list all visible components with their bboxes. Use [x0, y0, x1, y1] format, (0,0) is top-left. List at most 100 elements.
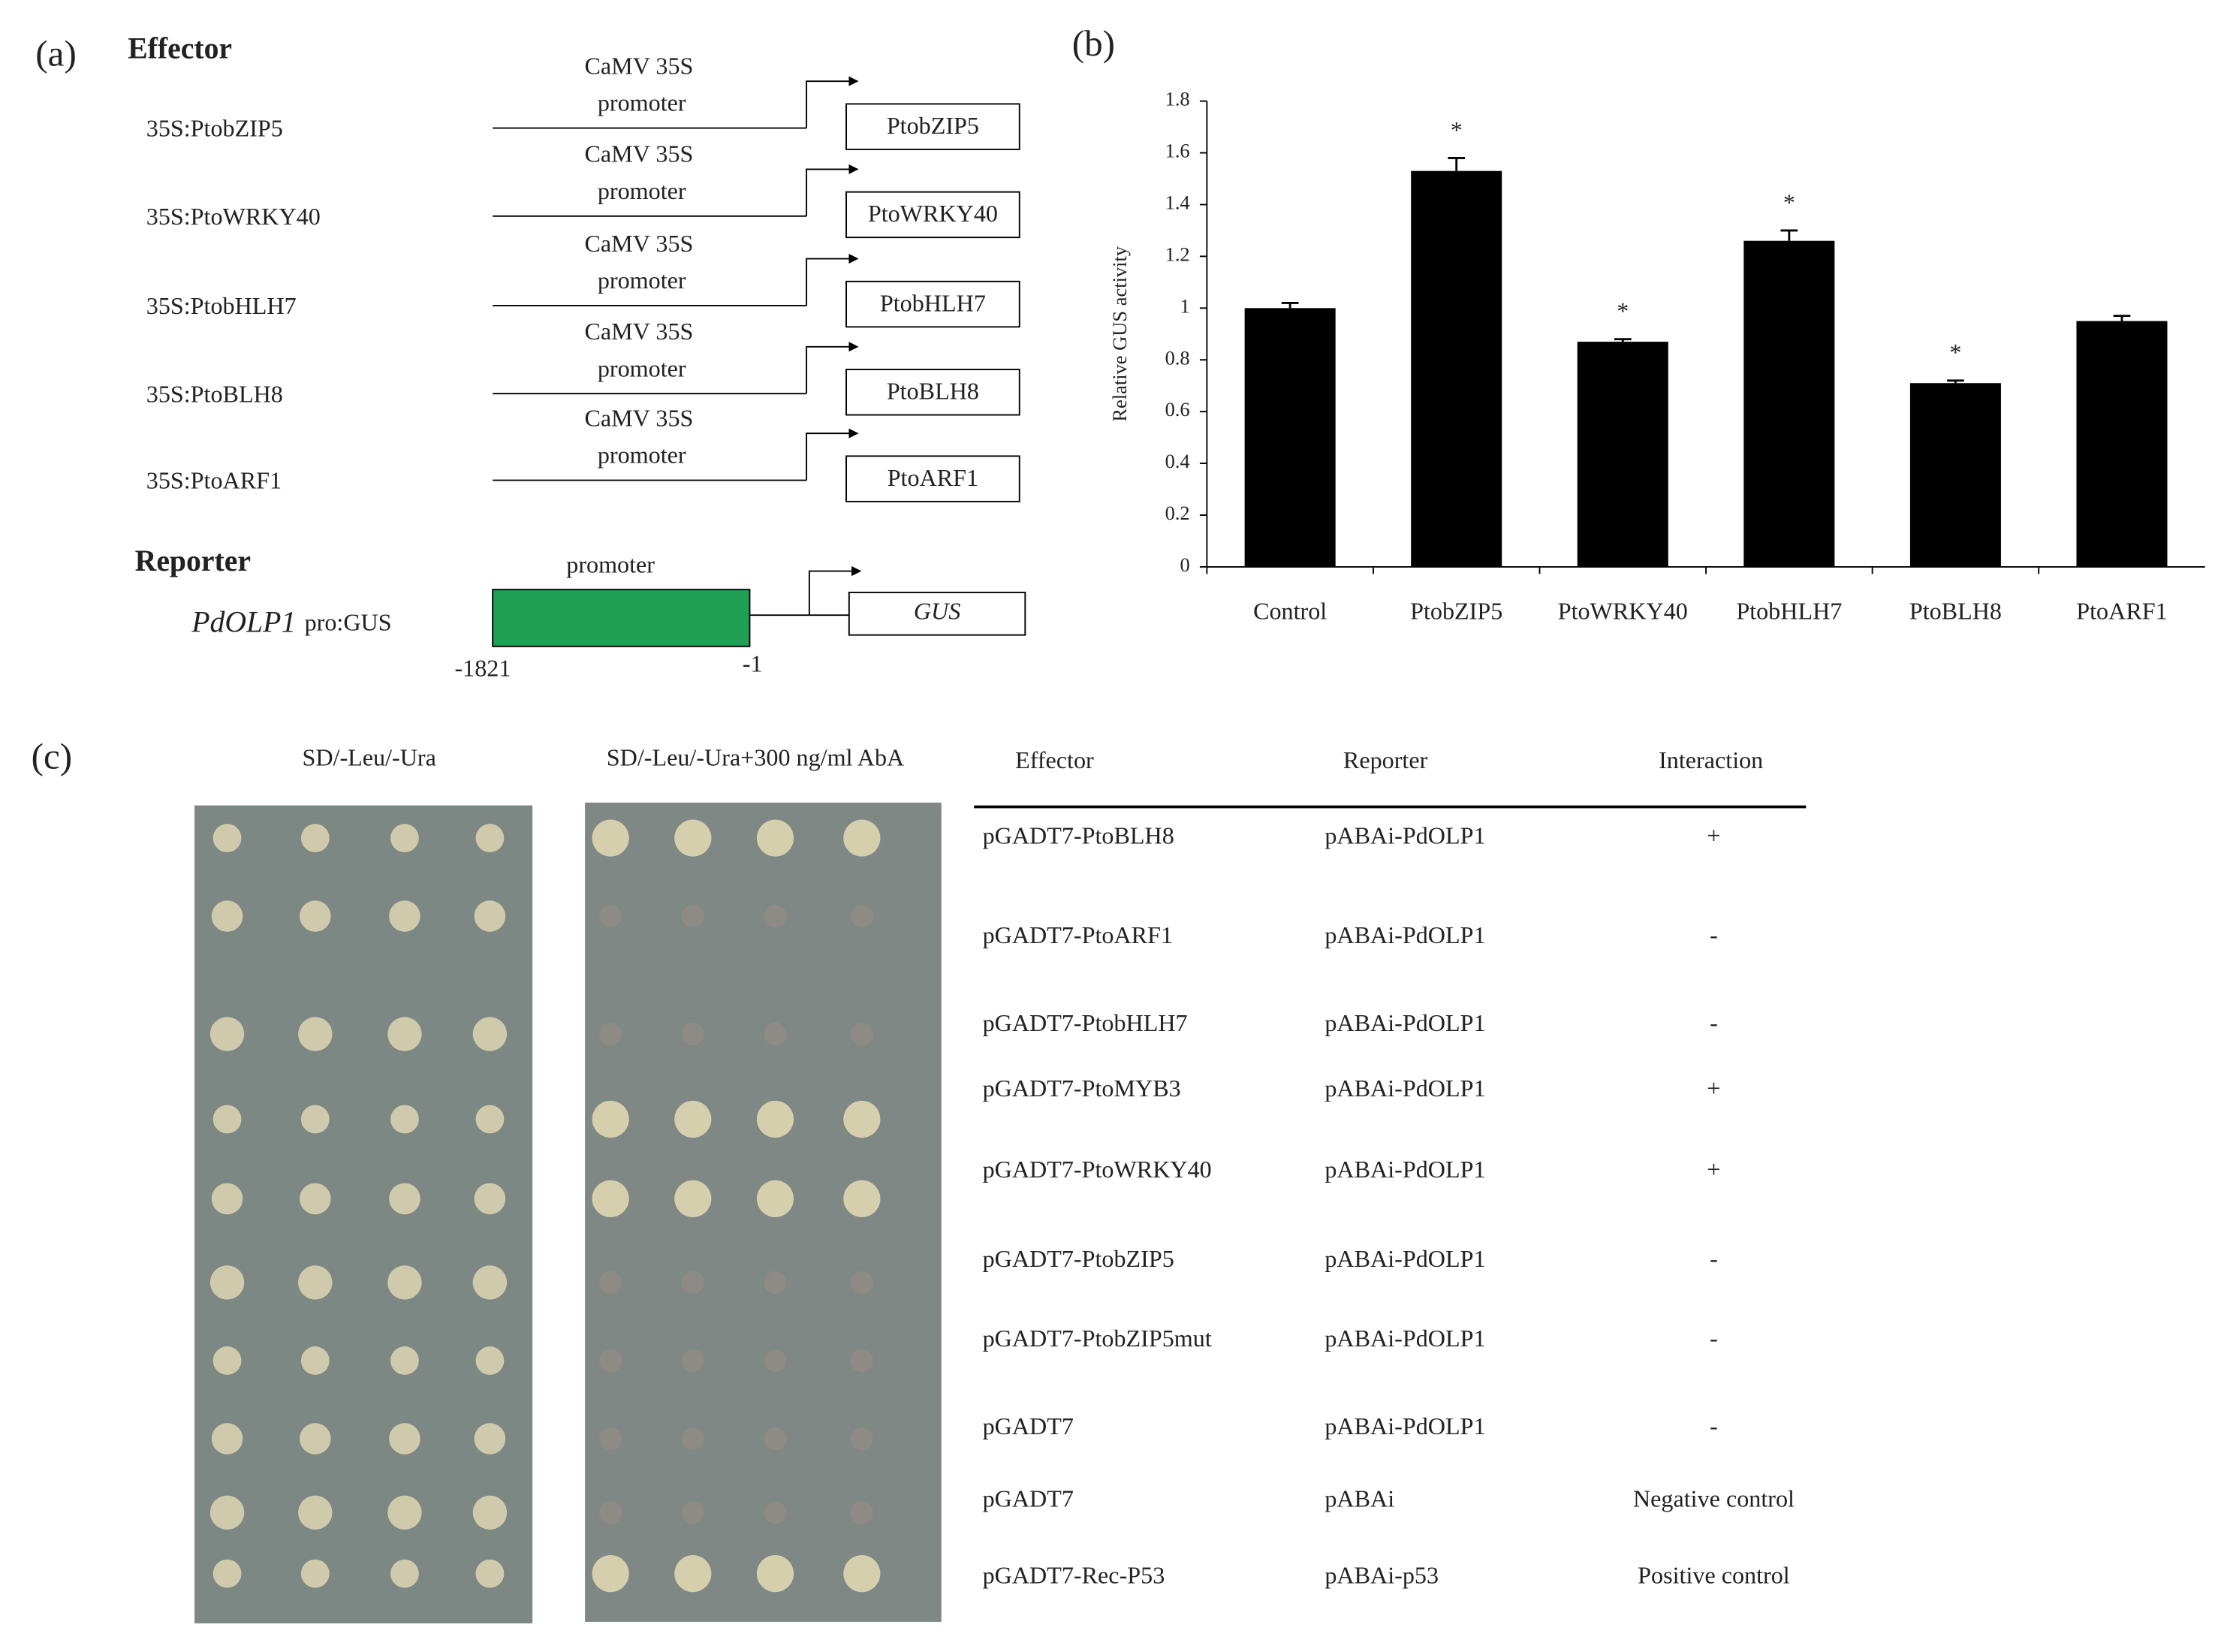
bar	[1743, 240, 1835, 567]
table-cell: pABAi-PdOLP1	[1324, 1245, 1485, 1272]
colony	[592, 1180, 629, 1217]
tss-arrow	[806, 428, 859, 481]
table-cell: pGADT7	[983, 1485, 1074, 1512]
table-cell: Positive control	[1638, 1562, 1790, 1589]
panel-label: (c)	[32, 735, 73, 776]
table-cell: pGADT7-PtobZIP5	[983, 1245, 1174, 1272]
x-tick-label: PtoARF1	[2076, 598, 2167, 625]
promoter-label: promoter	[598, 267, 686, 294]
colony	[298, 1017, 333, 1051]
colony	[843, 1180, 881, 1217]
colony	[389, 900, 420, 932]
colony	[681, 1022, 704, 1046]
colony	[300, 824, 330, 852]
reporter-gene: PdOLP1	[191, 606, 296, 639]
gene-box	[845, 191, 1020, 239]
colony	[592, 1100, 629, 1138]
colony	[764, 1022, 787, 1046]
colony	[475, 824, 505, 852]
colony	[599, 1501, 622, 1524]
x-tick-label: Control	[1253, 598, 1327, 625]
tss-arrow	[806, 76, 859, 128]
section-title: Effector	[128, 32, 232, 65]
gene-label: PtoARF1	[888, 464, 978, 491]
colony	[474, 900, 506, 932]
colony	[764, 1501, 787, 1524]
table-cell: pGADT7-Rec-P53	[983, 1562, 1165, 1589]
colony	[212, 824, 242, 852]
promoter-label: CaMV 35S	[585, 230, 694, 257]
gene-box	[845, 103, 1020, 150]
gene-box	[845, 369, 1020, 416]
colony	[592, 1555, 629, 1593]
colony	[300, 1183, 331, 1215]
table-cell: -	[1710, 921, 1718, 948]
panel-label: (b)	[1072, 23, 1115, 64]
table-cell: pABAi-PdOLP1	[1324, 1009, 1485, 1036]
colony	[674, 819, 712, 857]
colony	[211, 900, 243, 932]
colony	[389, 1183, 420, 1215]
colony	[599, 1427, 622, 1451]
table-cell: pABAi-PdOLP1	[1324, 821, 1485, 849]
colony	[212, 1559, 242, 1588]
tss-arrow	[806, 342, 859, 394]
table-header: Interaction	[1659, 746, 1763, 773]
table-cell: pGADT7-PtoMYB3	[983, 1075, 1181, 1102]
promoter-label: CaMV 35S	[585, 53, 694, 80]
colony	[300, 1105, 330, 1134]
colony	[475, 1346, 505, 1375]
y-tick-label: 1.8	[1165, 88, 1190, 110]
colony	[592, 819, 629, 857]
colony	[300, 900, 331, 932]
colony	[472, 1017, 508, 1051]
table-cell: +	[1707, 821, 1720, 849]
construct-name: 35S:PtoBLH8	[146, 380, 283, 407]
y-axis-title: Relative GUS activity	[1108, 246, 1131, 422]
colony	[390, 1105, 419, 1134]
bar	[2076, 321, 2168, 567]
colony	[850, 1349, 873, 1373]
colony	[843, 1555, 881, 1593]
colony	[850, 1022, 873, 1046]
colony	[472, 1265, 508, 1300]
colony	[474, 1183, 506, 1215]
table-cell: +	[1707, 1156, 1720, 1183]
colony	[212, 1346, 242, 1375]
colony	[209, 1265, 245, 1300]
table-cell: +	[1707, 1075, 1720, 1102]
table-cell: pABAi-PdOLP1	[1324, 1075, 1485, 1102]
table-cell: pGADT7-PtoARF1	[983, 921, 1173, 948]
construct-name: 35S:PtobHLH7	[146, 292, 297, 319]
colony	[472, 1495, 508, 1530]
y-tick-label: 1.2	[1165, 243, 1190, 265]
plate-title: SD/-Leu/-Ura	[302, 743, 435, 770]
gene-box	[848, 591, 1026, 636]
bar	[1577, 342, 1668, 567]
table-cell: Negative control	[1633, 1485, 1795, 1512]
bar	[1244, 308, 1336, 567]
colony	[211, 1423, 243, 1455]
x-tick-label: PtobZIP5	[1410, 598, 1502, 625]
x-tick-label: PtoWRKY40	[1558, 598, 1688, 625]
table-cell: pABAi-p53	[1324, 1562, 1439, 1589]
y-tick-label: 1.6	[1165, 140, 1190, 162]
colony	[674, 1180, 712, 1217]
table-cell: pABAi	[1324, 1485, 1394, 1512]
significance-mark: *	[1783, 188, 1795, 216]
colony	[599, 904, 622, 928]
colony	[764, 1427, 787, 1451]
y-tick-label: 0.2	[1165, 502, 1190, 524]
table-cell: pGADT7	[983, 1412, 1074, 1439]
table-cell: pGADT7-PtobHLH7	[983, 1009, 1188, 1036]
tss-arrow	[806, 164, 859, 216]
table-cell: -	[1710, 1412, 1718, 1439]
colony	[674, 1100, 712, 1138]
colony	[681, 904, 704, 928]
y-tick-label: 1.4	[1165, 191, 1190, 214]
colony	[764, 904, 787, 928]
gene-box	[845, 455, 1020, 502]
colony	[211, 1183, 243, 1215]
